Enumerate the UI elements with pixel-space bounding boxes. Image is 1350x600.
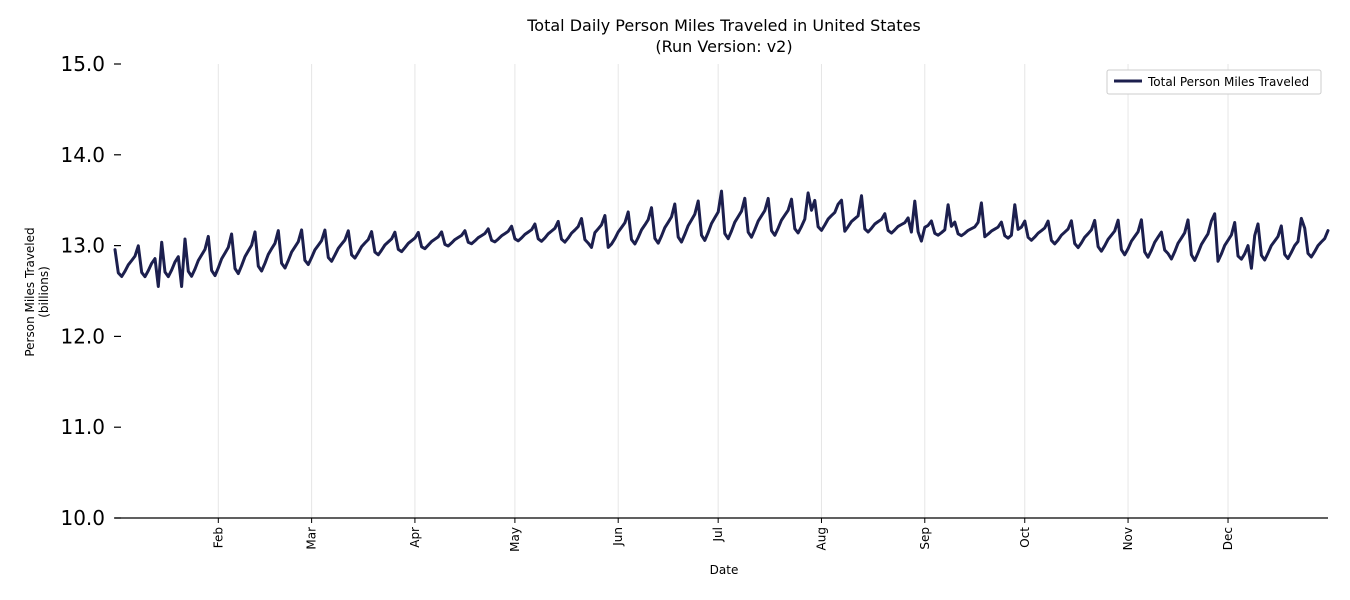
x-tick-label: Mar (305, 527, 319, 550)
y-tick-label: 12.0 (60, 324, 105, 348)
x-axis-ticks: Feb Mar Apr May Jun Jul Aug Sep Oct Nov Dec (211, 518, 1235, 552)
chart-title: Total Daily Person Miles Traveled in Uni… (526, 16, 921, 35)
legend-label: Total Person Miles Traveled (1147, 75, 1309, 89)
y-axis-label-units: (billions) (37, 266, 51, 318)
x-tick-label: Apr (408, 527, 422, 548)
series-line-total-person-miles (113, 189, 1330, 288)
y-tick-label: 11.0 (60, 415, 105, 439)
y-tick-label: 14.0 (60, 143, 105, 167)
x-tick-label: Dec (1221, 527, 1235, 550)
x-tick-label: Feb (211, 527, 225, 548)
legend-box (1106, 69, 1322, 95)
grid-lines (217, 64, 1229, 518)
x-axis-label: Date (710, 563, 739, 577)
chart-subtitle: (Run Version: v2) (655, 37, 792, 56)
y-tick-label: 10.0 (60, 506, 105, 530)
x-tick-label: Sep (918, 527, 932, 550)
x-tick-label: Aug (814, 527, 828, 550)
y-axis-ticks: 10.0 11.0 12.0 13.0 14.0 15.0 (60, 52, 121, 530)
x-tick-label: Oct (1018, 527, 1032, 548)
y-tick-label: 13.0 (60, 234, 105, 258)
x-tick-label: Jun (611, 527, 625, 547)
x-tick-label: Nov (1121, 527, 1135, 550)
y-axis-label: Person Miles Traveled (23, 227, 37, 356)
x-tick-label: Jul (711, 527, 725, 542)
x-tick-label: May (508, 527, 522, 552)
y-tick-label: 15.0 (60, 52, 105, 76)
legend: Total Person Miles Traveled (1106, 69, 1322, 95)
